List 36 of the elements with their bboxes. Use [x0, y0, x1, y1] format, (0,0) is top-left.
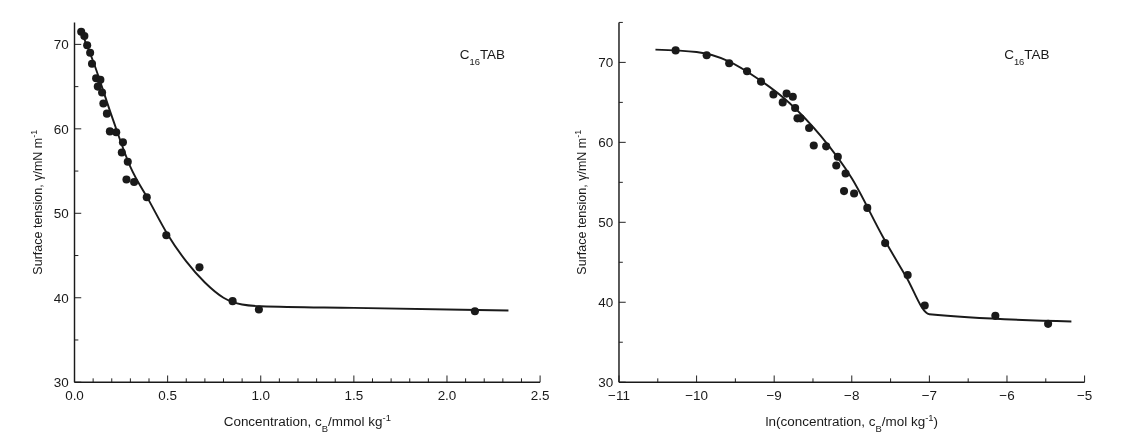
point — [809, 141, 818, 150]
annotation: C$_{16}$TAB — [1004, 46, 1050, 67]
y-tick-label: 50 — [53, 206, 69, 222]
x-tick-label: −10 — [685, 387, 708, 403]
point — [788, 92, 797, 101]
x-tick-label: −6 — [999, 387, 1015, 403]
x-tick-label: −5 — [1076, 387, 1093, 403]
y-tick-label: 60 — [53, 121, 69, 137]
x-tick-label: 2.0 — [437, 387, 457, 403]
point — [839, 187, 849, 196]
point — [102, 109, 111, 118]
point — [122, 175, 131, 184]
x-axis-title: ln(concentration, c$_{B}$/mol kg$^{-1}$) — [765, 411, 939, 434]
point — [195, 263, 204, 272]
y-tick-label: 60 — [598, 135, 614, 151]
point — [832, 161, 841, 170]
point — [782, 89, 791, 98]
y-tick-label: 50 — [598, 215, 614, 231]
point — [254, 305, 263, 314]
x-tick-label: −8 — [844, 387, 860, 403]
x-tick-label: 1.0 — [251, 387, 271, 403]
y-tick-label: 40 — [53, 290, 69, 306]
x-axis-title: Concentration, c$_{B}$/mmol kg$^{-1}$ — [223, 411, 391, 434]
point — [778, 98, 787, 107]
point — [130, 178, 139, 187]
y-tick-label: 70 — [598, 55, 614, 71]
x-tick-label: −9 — [766, 387, 782, 403]
x-tick-label: −7 — [921, 387, 938, 403]
x-tick-label: 0.5 — [158, 387, 177, 403]
y-tick-label: 70 — [53, 37, 69, 53]
annotation: C$_{16}$TAB — [459, 46, 506, 67]
point — [99, 99, 108, 108]
x-tick-label: 2.5 — [530, 387, 550, 403]
point — [850, 189, 859, 198]
x-tick-label: 1.5 — [344, 387, 364, 403]
y-tick-label: 40 — [598, 295, 614, 311]
